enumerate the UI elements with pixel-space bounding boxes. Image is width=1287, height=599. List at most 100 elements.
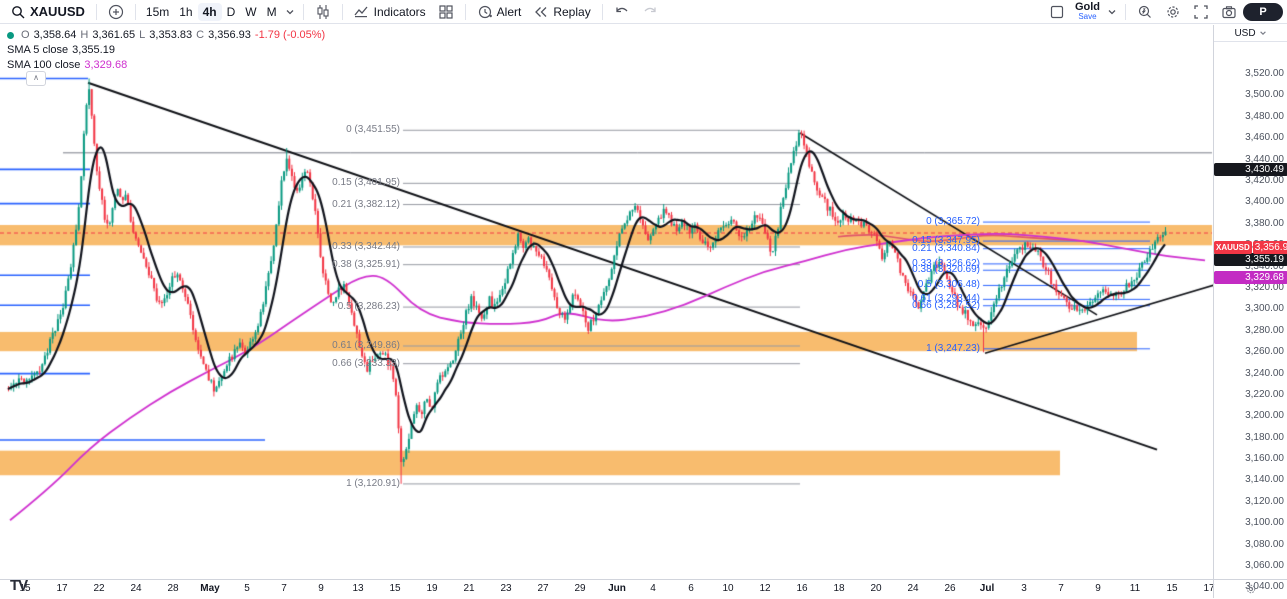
time-tick: 24 [130, 583, 142, 594]
publish-button[interactable]: P [1243, 2, 1283, 21]
time-tick: May [200, 583, 220, 594]
time-tick: 24 [907, 583, 919, 594]
quick-search-button[interactable] [1131, 2, 1159, 22]
legend-collapse-button[interactable]: ∧ [26, 71, 46, 86]
candlestick-style-icon [315, 4, 331, 20]
undo-button[interactable] [608, 2, 636, 22]
time-tick: 20 [870, 583, 882, 594]
time-tick: 15 [389, 583, 401, 594]
undo-icon [614, 4, 630, 20]
settings-button[interactable] [1159, 2, 1187, 22]
divider [134, 3, 136, 20]
price-tick: 3,180.00 [1245, 431, 1284, 443]
timeframe-4h[interactable]: 4h [197, 2, 222, 21]
compare-add-symbol-button[interactable] [102, 2, 130, 22]
timeframe-chevron-down-icon[interactable] [282, 4, 298, 20]
layout-name-button[interactable]: Gold Save [1071, 1, 1104, 22]
time-tick: 23 [500, 583, 512, 594]
chart-pane: 0 (3,451.55) 0.15 (3,401.95) 0.21 (3,382.1… [0, 25, 1213, 594]
price-tick: 3,260.00 [1245, 346, 1284, 358]
time-tick: 9 [318, 583, 324, 594]
search-icon [10, 4, 26, 20]
sma100-value: 3,329.68 [84, 59, 128, 71]
symbol-name: XAUUSD [30, 4, 85, 19]
low-label: L [139, 29, 146, 41]
price-tick: 3,440.00 [1245, 153, 1284, 165]
time-tick: 28 [167, 583, 179, 594]
price-marker-label: 3,355.19 [1214, 253, 1287, 267]
price-tick: 3,120.00 [1245, 495, 1284, 507]
time-tick: 6 [688, 583, 694, 594]
price-tick: 3,400.00 [1245, 196, 1284, 208]
ohlc-row[interactable]: O 3,358.64 H 3,361.65 L 3,353.83 C 3,356.93 … [7, 28, 325, 43]
snapshot-button[interactable] [1215, 2, 1243, 22]
price-tick: 3,420.00 [1245, 175, 1284, 187]
indicator-templates-button[interactable] [432, 2, 460, 22]
price-tick: 3,060.00 [1245, 560, 1284, 572]
grid-templates-icon [438, 4, 454, 20]
close-value: 3,356.93 [208, 29, 251, 41]
time-tick: Jun [608, 583, 626, 594]
time-tick: 7 [1058, 583, 1064, 594]
time-tick: 17 [1203, 583, 1215, 594]
symbol-tag: XAUUSD [1214, 241, 1252, 255]
sma100-row[interactable]: SMA 100 close 3,329.68 [7, 58, 325, 73]
divider [1125, 3, 1126, 20]
tradingview-logo[interactable]: TV [10, 577, 28, 594]
time-tick: 9 [1095, 583, 1101, 594]
camera-icon [1221, 4, 1237, 20]
axis-settings-corner[interactable] [1213, 579, 1287, 598]
publish-label: P [1259, 5, 1267, 18]
layout-select-button[interactable] [1043, 2, 1071, 22]
price-tick: 3,220.00 [1245, 388, 1284, 400]
fullscreen-button[interactable] [1187, 2, 1215, 22]
replay-label: Replay [553, 4, 591, 19]
price-tick: 3,040.00 [1245, 581, 1284, 593]
redo-button[interactable] [636, 2, 664, 22]
divider [95, 3, 97, 20]
time-tick: 12 [759, 583, 771, 594]
symbol-search-button[interactable]: XAUUSD [4, 2, 91, 22]
indicators-button[interactable]: Indicators [348, 2, 432, 22]
divider [464, 3, 466, 20]
layout-save-link[interactable]: Save [1078, 11, 1097, 21]
timeframe-W[interactable]: W [245, 4, 257, 19]
sma100-name: SMA 100 close [7, 59, 81, 71]
alert-clock-icon [477, 4, 493, 20]
divider [302, 3, 304, 20]
time-tick: 13 [352, 583, 364, 594]
layout-chevron-down-icon[interactable] [1104, 4, 1120, 20]
close-label: C [196, 29, 205, 41]
price-tick: 3,500.00 [1245, 89, 1284, 101]
alert-button[interactable]: Alert [471, 2, 528, 22]
axis-gear-icon [1246, 584, 1255, 594]
time-tick: 26 [944, 583, 956, 594]
price-marker-label: 3,430.49 [1214, 162, 1287, 176]
timeframe-1h[interactable]: 1h [179, 4, 193, 19]
currency-chevron-icon [1259, 31, 1266, 35]
replay-button[interactable]: Replay [527, 2, 596, 22]
timeframe-M[interactable]: M [266, 4, 277, 19]
sma5-value: 3,355.19 [72, 44, 115, 56]
time-tick: 15 [1166, 583, 1178, 594]
price-tick: 3,460.00 [1245, 132, 1284, 144]
plus-circle-icon [108, 4, 124, 20]
sma5-row[interactable]: SMA 5 close 3,355.19 [7, 43, 325, 58]
timeframe-D[interactable]: D [226, 4, 236, 19]
gear-icon [1165, 4, 1181, 20]
change-value: -1.79 (-0.05%) [254, 29, 326, 41]
price-tick: 3,300.00 [1245, 303, 1284, 315]
chart-style-button[interactable] [309, 2, 337, 22]
time-tick: 29 [574, 583, 586, 594]
indicators-label: Indicators [373, 4, 426, 19]
price-tick: 3,140.00 [1245, 474, 1284, 486]
price-axis[interactable]: USD 3,520.00 3,500.00 3,480.00 3,460.00 3,44… [1213, 25, 1287, 592]
time-tick: 5 [244, 583, 250, 594]
time-axis[interactable]: 15 17 22 24 28 May 5 7 9 13 15 19 21 23 27 29 Jun 4 6 10 12 1… [0, 579, 1215, 599]
price-tick: 3,100.00 [1245, 517, 1284, 529]
chart-canvas[interactable] [0, 25, 1213, 579]
currency-selector[interactable]: USD [1214, 25, 1287, 42]
timeframe-15m[interactable]: 15m [145, 4, 170, 19]
replay-rewind-icon [533, 4, 549, 20]
